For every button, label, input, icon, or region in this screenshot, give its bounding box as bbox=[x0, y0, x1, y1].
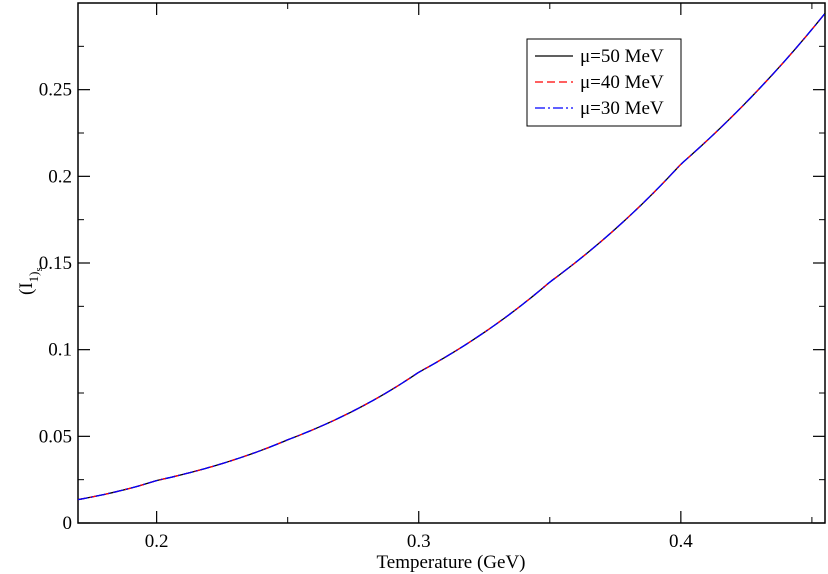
series-line-2 bbox=[77, 12, 826, 501]
x-axis-ticks: 0.2 0.3 0.4 bbox=[145, 3, 813, 552]
x-tick-label: 0.2 bbox=[145, 531, 169, 552]
y-axis-label: (I1)s bbox=[16, 267, 45, 295]
y-tick-label: 0.1 bbox=[48, 340, 72, 361]
x-tick-label: 0.4 bbox=[669, 531, 693, 552]
y-tick-label: 0 bbox=[63, 513, 73, 534]
y-axis-label-sub1: 1) bbox=[26, 272, 41, 283]
legend-label: μ=30 MeV bbox=[580, 98, 664, 119]
x-tick-label: 0.3 bbox=[407, 531, 431, 552]
y-tick-label: 0.2 bbox=[48, 166, 72, 187]
legend-label: μ=50 MeV bbox=[580, 46, 664, 67]
y-tick-label: 0.15 bbox=[39, 253, 72, 274]
y-axis-ticks: 0 0.05 0.1 0.15 0.2 0.25 bbox=[39, 45, 825, 534]
y-axis-label-main: (I bbox=[16, 282, 37, 295]
series-line-1 bbox=[77, 12, 826, 501]
y-tick-label: 0.05 bbox=[39, 426, 72, 447]
x-axis-label: Temperature (GeV) bbox=[376, 552, 525, 573]
y-tick-label: 0.25 bbox=[39, 80, 72, 101]
svg-text:(I1)s: (I1)s bbox=[16, 267, 45, 295]
legend: μ=50 MeV μ=40 MeV μ=30 MeV bbox=[526, 38, 682, 127]
series-lines bbox=[77, 12, 826, 501]
series-line-3 bbox=[77, 12, 826, 501]
legend-label: μ=40 MeV bbox=[580, 72, 664, 93]
y-axis-label-sub2: s bbox=[33, 267, 45, 271]
plot-frame bbox=[77, 2, 826, 524]
